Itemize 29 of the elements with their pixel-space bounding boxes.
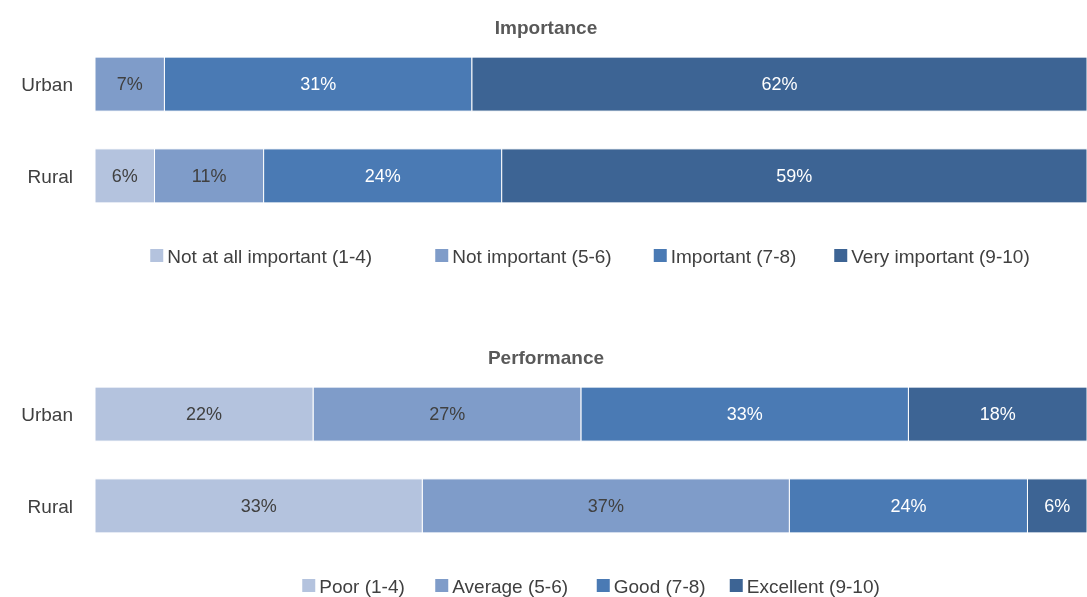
data-label: 59% (776, 166, 813, 187)
y-tick-label: Urban (21, 403, 73, 425)
y-tick-label: Rural (27, 165, 73, 187)
legend-label: Good (7-8) (613, 575, 706, 597)
legend-label: Important (7-8) (670, 245, 797, 267)
data-label: 22% (186, 404, 223, 425)
data-label: 24% (364, 166, 401, 187)
legend-label: Excellent (9-10) (746, 575, 880, 597)
legend-label: Average (5-6) (452, 575, 569, 597)
data-label: 31% (300, 74, 337, 95)
chart-title: Performance (487, 346, 605, 368)
data-label: 62% (761, 74, 798, 95)
data-label: 24% (890, 496, 927, 517)
y-tick-label: Urban (21, 73, 73, 95)
legend-label: Poor (1-4) (319, 575, 405, 597)
data-label: 6% (1044, 496, 1071, 517)
chart-title: Importance (494, 16, 598, 38)
y-tick-label: Rural (27, 495, 73, 517)
data-label: 33% (726, 404, 763, 425)
data-label: 33% (240, 496, 277, 517)
legend-label: Very important (9-10) (851, 245, 1030, 267)
data-label: 11% (191, 166, 227, 187)
data-label: 7% (116, 74, 143, 95)
data-label: 27% (429, 404, 466, 425)
legend-label: Not important (5-6) (452, 245, 612, 267)
data-label: 37% (587, 496, 624, 517)
data-label: 6% (111, 166, 138, 187)
legend-label: Not at all important (1-4) (167, 245, 373, 267)
data-label: 18% (979, 404, 1016, 425)
